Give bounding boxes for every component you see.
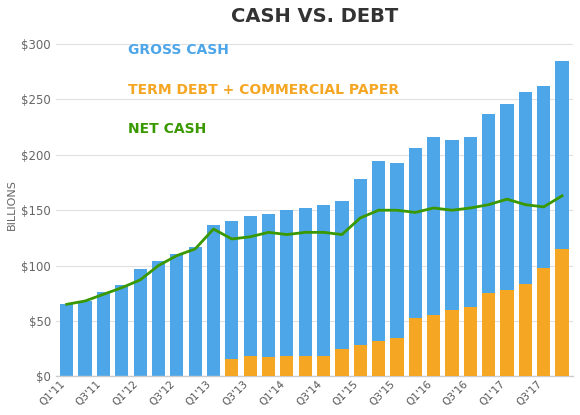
Bar xyxy=(299,208,312,376)
Bar xyxy=(464,137,477,376)
Bar xyxy=(60,304,73,376)
Bar xyxy=(409,148,422,376)
Bar xyxy=(556,249,568,376)
Bar xyxy=(244,216,257,376)
Bar xyxy=(354,345,367,376)
Bar xyxy=(115,286,128,376)
Bar xyxy=(188,247,202,376)
Bar xyxy=(501,290,514,376)
Bar xyxy=(427,137,440,376)
Bar xyxy=(519,284,532,376)
Bar xyxy=(372,161,385,376)
Bar xyxy=(519,92,532,376)
Bar xyxy=(464,307,477,376)
Text: NET CASH: NET CASH xyxy=(128,122,206,136)
Bar xyxy=(556,61,568,376)
Text: TERM DEBT + COMMERCIAL PAPER: TERM DEBT + COMMERCIAL PAPER xyxy=(128,83,399,97)
Bar xyxy=(152,261,165,376)
Title: CASH VS. DEBT: CASH VS. DEBT xyxy=(231,7,398,26)
Bar xyxy=(445,140,459,376)
Bar xyxy=(501,104,514,376)
Bar xyxy=(445,310,459,376)
Bar xyxy=(280,210,293,376)
Bar xyxy=(335,349,349,376)
Text: GROSS CASH: GROSS CASH xyxy=(128,43,229,57)
Bar xyxy=(207,225,220,376)
Bar xyxy=(280,356,293,376)
Bar xyxy=(482,114,495,376)
Bar xyxy=(372,341,385,376)
Bar xyxy=(262,214,275,376)
Bar xyxy=(409,317,422,376)
Bar xyxy=(317,356,330,376)
Bar xyxy=(427,315,440,376)
Bar xyxy=(225,359,238,376)
Bar xyxy=(299,356,312,376)
Bar xyxy=(97,292,110,376)
Bar xyxy=(354,179,367,376)
Bar xyxy=(482,293,495,376)
Bar xyxy=(78,301,92,376)
Bar xyxy=(170,254,183,376)
Bar xyxy=(225,221,238,376)
Bar xyxy=(390,163,404,376)
Bar xyxy=(262,357,275,376)
Bar xyxy=(335,201,349,376)
Bar xyxy=(317,205,330,376)
Bar xyxy=(133,269,147,376)
Bar xyxy=(537,268,550,376)
Bar xyxy=(537,86,550,376)
Bar xyxy=(390,337,404,376)
Bar xyxy=(244,356,257,376)
Y-axis label: BILLIONS: BILLIONS xyxy=(7,179,17,230)
